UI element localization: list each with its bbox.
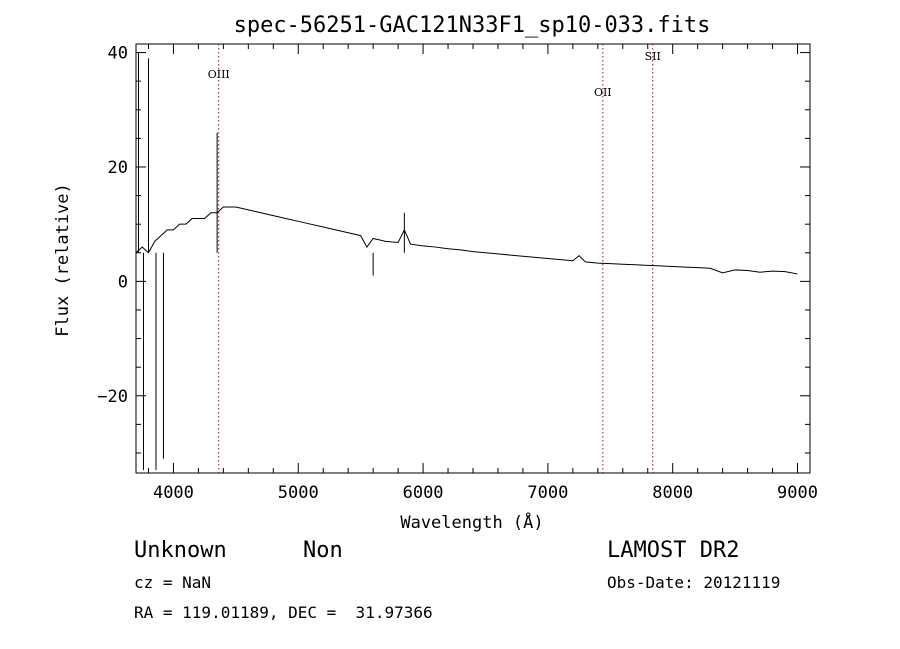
- y-axis-label: Flux (relative): [53, 183, 73, 337]
- x-tick-label: 6000: [403, 483, 444, 503]
- annotation-label: SII: [645, 50, 661, 63]
- x-tick-label: 9000: [777, 483, 818, 503]
- y-tick-label: 40: [108, 44, 128, 64]
- series-layer: [135, 52, 798, 471]
- x-tick-label: 4000: [153, 483, 194, 503]
- x-tick-label: 7000: [527, 483, 568, 503]
- plot-frame: [135, 43, 811, 474]
- survey-label: LAMOST DR2: [607, 538, 740, 563]
- obs-date-text: Obs-Date: 20121119: [607, 573, 781, 592]
- x-tick-label: 5000: [278, 483, 319, 503]
- x-tick-label: 8000: [652, 483, 693, 503]
- series-line: [135, 206, 798, 275]
- axes-layer: 4000 5000 6000 7000 8000 9000 −20 0 20 40: [97, 44, 818, 503]
- annotation-label: OIII: [208, 68, 230, 81]
- y-tick-label: 0: [118, 272, 128, 292]
- class-label: Unknown: [134, 538, 227, 563]
- cz-text: cz = NaN: [134, 573, 212, 592]
- annotation-label: OII: [594, 86, 612, 99]
- x-axis-label: Wavelength (Å): [400, 511, 543, 533]
- coords-text: RA = 119.01189, DEC = 31.97366: [134, 603, 433, 622]
- y-tick-label: 20: [108, 158, 128, 178]
- annotation-layer: OIII OII SII: [208, 44, 661, 473]
- chart-title: spec-56251-GAC121N33F1_sp10-033.fits: [234, 13, 711, 38]
- subclass-label: Non: [303, 538, 343, 563]
- y-tick-label: −20: [97, 387, 128, 407]
